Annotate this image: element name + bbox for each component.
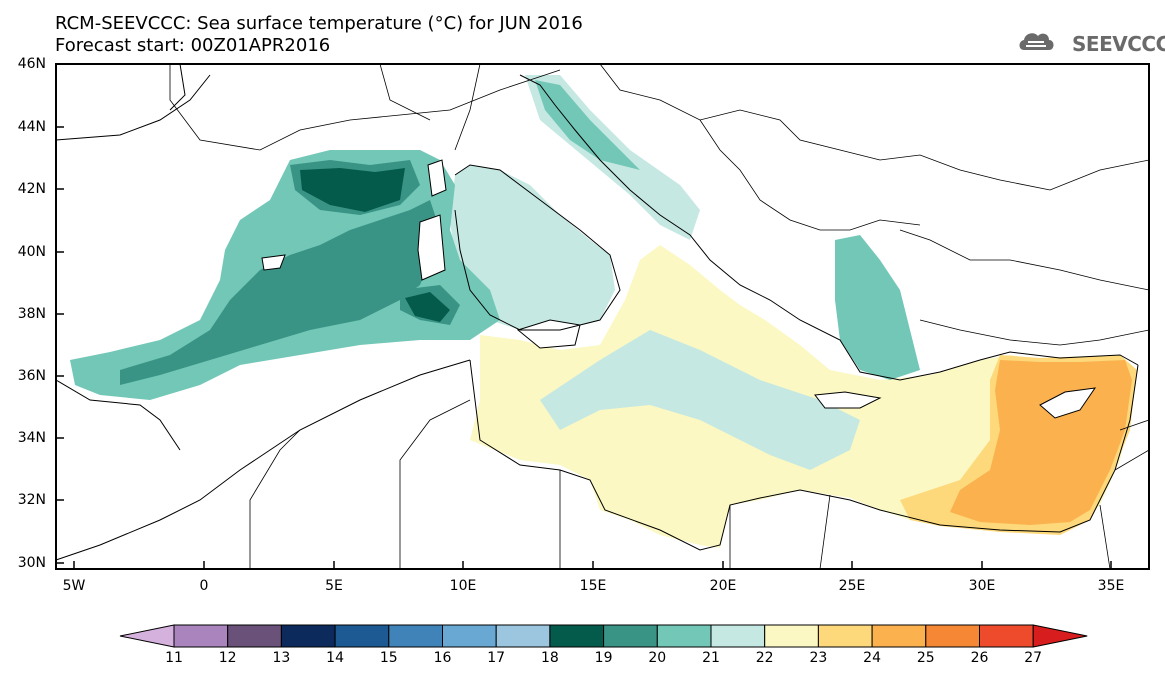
lat-tick-label: 36N: [17, 368, 46, 384]
colorbar-min-arrow: [119, 624, 175, 648]
colorbar-label: 21: [702, 650, 720, 666]
forecast-start-subtitle: Forecast start: 00Z01APR2016: [55, 35, 331, 56]
colorbar-segment: [764, 624, 819, 648]
lon-tick-label: 15E: [579, 578, 607, 594]
colorbar-segment: [442, 624, 497, 648]
lat-tick-label: 46N: [17, 56, 46, 72]
colorbar-segment: [173, 624, 229, 648]
colorbar-label: 23: [809, 650, 828, 666]
colorbar-label: 25: [916, 650, 935, 666]
lat-tick-label: 32N: [17, 492, 46, 508]
colorbar-segment: [227, 624, 282, 648]
colorbar-segment: [817, 624, 873, 648]
lon-tick-label: 5W: [62, 578, 86, 594]
colorbar-segment: [871, 624, 927, 648]
colorbar-label: 13: [272, 650, 291, 666]
lat-tick-label: 44N: [17, 119, 46, 135]
colorbar-label: 15: [379, 650, 398, 666]
colorbar-max-arrow: [1032, 624, 1088, 648]
lat-tick-label: 42N: [17, 181, 46, 197]
colorbar-segment: [549, 624, 605, 648]
lon-tick-label: 30E: [968, 578, 996, 594]
colorbar-segment: [603, 624, 658, 648]
lon-tick-label: 5E: [325, 578, 343, 594]
colorbar-segment: [656, 624, 712, 648]
country-borders: [169, 63, 1150, 570]
colorbar-segment: [710, 624, 766, 648]
colorbar-segment: [388, 624, 443, 648]
coastlines: [55, 63, 1139, 561]
colorbar-label: 19: [594, 650, 613, 666]
lon-tick-label: 10E: [449, 578, 477, 594]
colorbar-segment: [495, 624, 551, 648]
colorbar-segment: [979, 624, 1034, 648]
colorbar-label: 16: [433, 650, 452, 666]
seevccc-logo-text: SEEVCCC: [1072, 32, 1165, 56]
colorbar-label: 18: [540, 650, 559, 666]
lat-tick-label: 38N: [17, 306, 46, 322]
lon-tick-label: 25E: [838, 578, 866, 594]
plot-frame: [55, 63, 1150, 570]
lon-tick-label: 0: [199, 578, 209, 594]
colorbar-label: 24: [863, 650, 881, 666]
lon-tick-label: 35E: [1097, 578, 1125, 594]
cloud-icon: [1019, 33, 1054, 50]
colorbar-label: 20: [648, 650, 667, 666]
colorbar-label: 22: [755, 650, 774, 666]
colorbar-label: 26: [970, 650, 989, 666]
lat-tick-label: 30N: [17, 555, 46, 571]
colorbar-label: 12: [218, 650, 237, 666]
colorbar-label: 17: [487, 650, 506, 666]
colorbar-segment: [280, 624, 336, 648]
colorbar-segment: [925, 624, 980, 648]
colorbar-label: 14: [326, 650, 344, 666]
colorbar-label: 11: [165, 650, 183, 666]
map-title: RCM-SEEVCCC: Sea surface temperature (°C…: [55, 13, 583, 34]
colorbar-segment: [334, 624, 390, 648]
lat-tick-label: 40N: [17, 244, 46, 260]
lat-tick-label: 34N: [17, 430, 46, 446]
lon-tick-label: 20E: [709, 578, 737, 594]
colorbar-label: 27: [1024, 650, 1043, 666]
sea-temperature-field: [70, 75, 1137, 548]
